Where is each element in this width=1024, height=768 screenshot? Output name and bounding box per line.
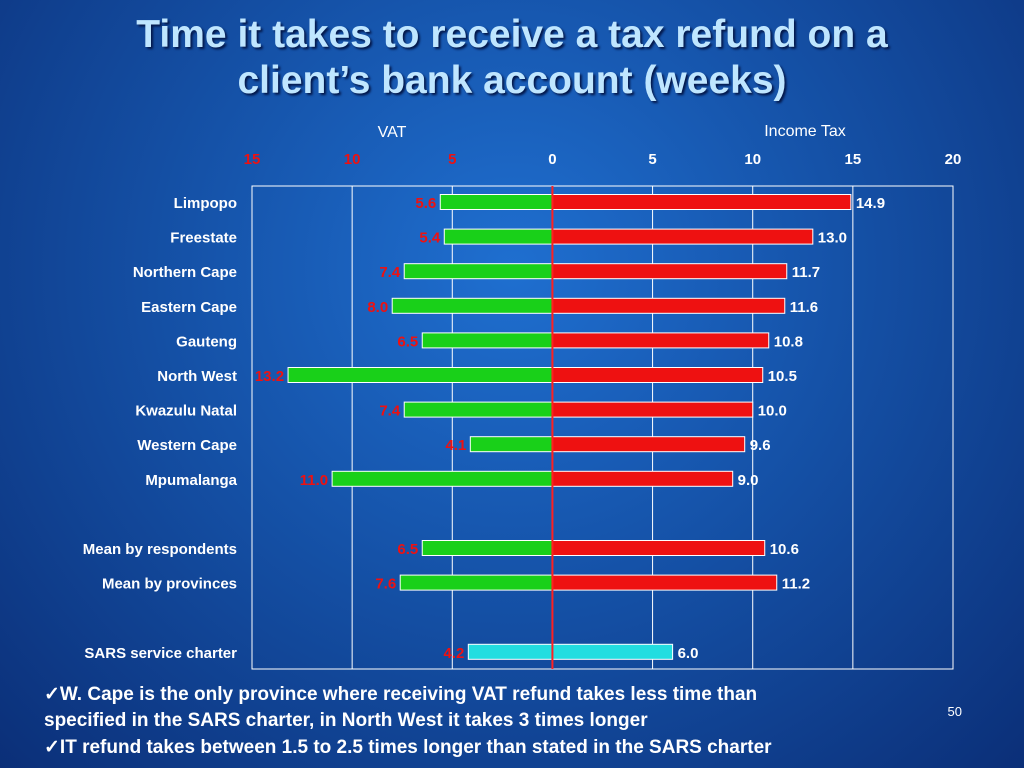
income-tax-bar <box>551 470 734 487</box>
income-tax-data-label: 11.2 <box>782 576 810 593</box>
income-tax-bar <box>551 332 770 349</box>
page-number: 50 <box>947 704 962 719</box>
category-label: SARS service charter <box>84 645 237 662</box>
x-tick-label-income: 0 <box>548 151 556 168</box>
income-tax-axis-title: Income Tax <box>764 123 846 140</box>
income-tax-bar <box>551 263 788 280</box>
x-tick-label-vat: 15 <box>244 151 261 168</box>
category-label: Eastern Cape <box>141 299 237 316</box>
vat-bar <box>391 297 553 314</box>
vat-data-label: 8.0 <box>367 299 388 316</box>
vat-data-label: 6.5 <box>397 541 418 558</box>
vat-bar <box>439 194 553 210</box>
vat-axis-title: VAT <box>378 124 407 141</box>
category-label: Freestate <box>170 230 237 247</box>
vat-bar <box>399 574 553 591</box>
category-label: Mean by provinces <box>102 576 237 593</box>
refund-time-chart: VAT Income Tax 15 10 5 0 5 10 15 20 Limpopo 5.6 14.9… <box>83 123 962 670</box>
vat-data-label: 7.4 <box>379 264 401 281</box>
income-tax-bar <box>551 228 814 245</box>
slide-title-line-1: Time it takes to receive a tax refund on… <box>136 13 888 56</box>
vat-data-label: 11.0 <box>300 472 328 489</box>
income-tax-data-label: 10.8 <box>774 333 803 350</box>
vat-data-label: 4.2 <box>443 645 464 662</box>
vat-data-label: 13.2 <box>255 368 284 385</box>
income-tax-data-label: 10.0 <box>758 403 787 420</box>
note-line-2: specified in the SARS charter, in North … <box>44 710 648 731</box>
income-tax-bar <box>551 401 754 418</box>
income-tax-data-label: 11.6 <box>790 299 818 316</box>
x-tick-label-income: 5 <box>648 151 656 168</box>
category-label: Mpumalanga <box>145 472 237 489</box>
category-label: Mean by respondents <box>83 541 237 558</box>
vat-bar <box>421 332 553 349</box>
income-tax-data-label: 9.0 <box>738 472 759 489</box>
income-tax-bar <box>551 574 778 591</box>
income-tax-data-label: 11.7 <box>792 264 820 281</box>
vat-data-label: 5.4 <box>419 230 441 247</box>
income-tax-bar <box>551 297 786 314</box>
vat-bar <box>467 643 553 660</box>
x-tick-label-income: 15 <box>845 151 862 168</box>
income-tax-data-label: 9.6 <box>750 437 771 454</box>
income-tax-bar <box>551 194 852 210</box>
x-tick-label-income: 10 <box>744 151 761 168</box>
income-tax-data-label: 6.0 <box>678 645 699 662</box>
income-tax-data-label: 13.0 <box>818 230 847 247</box>
income-tax-data-label: 10.5 <box>768 368 797 385</box>
x-tick-label-vat: 10 <box>344 151 361 168</box>
vat-bar <box>331 470 553 487</box>
x-tick-label-vat: 5 <box>448 151 456 168</box>
vat-bar <box>421 540 553 556</box>
x-tick-label-income: 20 <box>945 151 962 168</box>
vat-bar <box>287 367 553 383</box>
category-label: Gauteng <box>176 333 237 350</box>
vat-data-label: 4.1 <box>445 437 466 454</box>
note-line-1: ✓W. Cape is the only province where rece… <box>44 684 758 705</box>
vat-bar <box>403 263 553 280</box>
slide-title-line-2: client’s bank account (weeks) <box>237 59 787 102</box>
vat-bar <box>403 401 553 418</box>
category-label: Limpopo <box>174 195 237 212</box>
vat-data-label: 6.5 <box>397 333 418 350</box>
income-tax-bar <box>551 540 766 556</box>
vat-data-label: 7.6 <box>375 576 396 593</box>
income-tax-bar <box>551 367 764 383</box>
vat-bar <box>443 228 553 245</box>
income-tax-bar <box>551 643 674 660</box>
category-label: North West <box>157 368 237 385</box>
category-label: Western Cape <box>137 437 237 454</box>
income-tax-bar <box>551 436 746 453</box>
slide-title: Time it takes to receive a tax refund on… <box>0 12 1024 104</box>
vat-data-label: 7.4 <box>379 403 401 420</box>
vat-data-label: 5.6 <box>415 195 436 212</box>
plot-frame <box>251 185 954 670</box>
income-tax-data-label: 10.6 <box>770 541 799 558</box>
category-label: Kwazulu Natal <box>135 403 237 420</box>
category-label: Northern Cape <box>133 264 237 281</box>
note-line-3: ✓IT refund takes between 1.5 to 2.5 time… <box>44 737 772 758</box>
vat-bar <box>469 436 553 453</box>
income-tax-data-label: 14.9 <box>856 195 885 212</box>
